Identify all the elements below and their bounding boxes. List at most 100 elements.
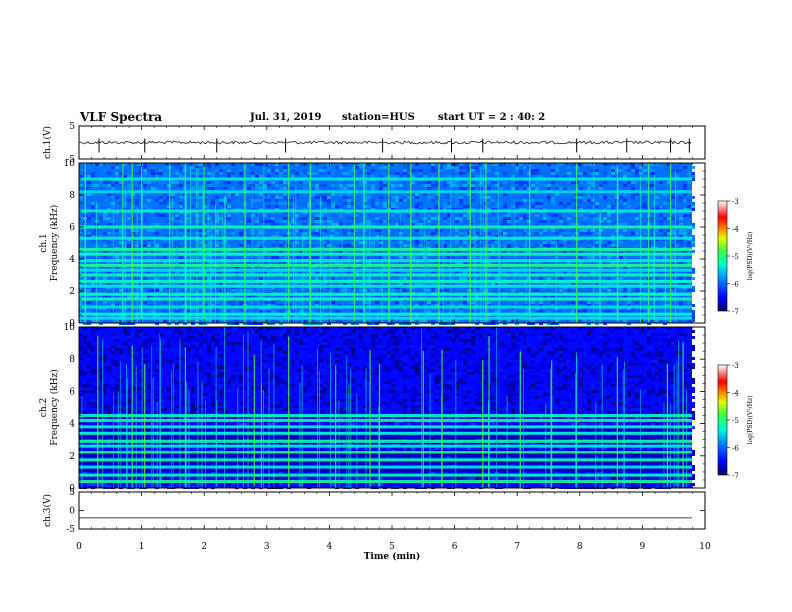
spectrogram-cell: [351, 229, 355, 232]
spectrogram-cell: [403, 327, 407, 330]
spectrogram-cell: [619, 223, 623, 226]
spectrogram-cell: [111, 184, 115, 187]
spectrogram-cell: [687, 181, 691, 184]
spectrogram-cell: [407, 244, 411, 247]
spectrogram-cell: [515, 220, 519, 223]
spectrogram-cell: [547, 217, 551, 220]
spectrogram-cell: [635, 244, 639, 247]
spectrogram-cell: [123, 327, 127, 330]
spectrogram-cell: [483, 166, 487, 169]
spectrogram-cell: [495, 336, 499, 339]
spectrogram-cell: [563, 220, 567, 223]
spectrogram-cell: [503, 232, 507, 235]
spectrogram-cell: [431, 196, 435, 199]
spectrogram-cell: [511, 289, 515, 292]
spectrogram-cell: [499, 256, 503, 259]
spectrogram-cell: [115, 172, 119, 175]
spectrogram-cell: [475, 283, 479, 286]
spectrogram-cell: [207, 166, 211, 169]
spectrogram-cell: [607, 235, 611, 238]
spectrogram-cell: [367, 223, 371, 226]
spectrogram-cell: [647, 342, 651, 345]
spectrogram-cell: [215, 187, 219, 190]
spectrogram-cell: [595, 187, 599, 190]
spectrogram-cell: [103, 184, 107, 187]
spectrogram-cell: [211, 199, 215, 202]
spectrogram-cell: [643, 235, 647, 238]
spectrogram-cell: [179, 256, 183, 259]
spectrogram-cell: [83, 336, 87, 339]
spectrogram-cell: [631, 244, 635, 247]
spectrogram-cell: [439, 271, 443, 274]
spectrogram-cell: [379, 220, 383, 223]
spectrogram-cell: [595, 181, 599, 184]
spectrogram-cell: [167, 196, 171, 199]
spectrogram-cell: [367, 250, 371, 253]
spectrogram-cell: [395, 301, 399, 304]
spectrogram-cell: [635, 229, 639, 232]
spectrogram-cell: [687, 262, 691, 265]
spectrogram-cell: [107, 166, 111, 169]
spectrogram-cell: [443, 202, 447, 205]
spectrogram-cell: [619, 181, 623, 184]
spectrogram-cell: [103, 232, 107, 235]
spectrogram-cell: [275, 271, 279, 274]
spectrogram-cell: [571, 339, 575, 342]
spectrogram-cell: [479, 336, 483, 339]
spectrogram-cell: [211, 339, 215, 342]
spectrogram-cell: [491, 330, 495, 333]
spectrogram-cell: [91, 277, 95, 280]
spectrogram-cell: [451, 181, 455, 184]
frequency-band: [79, 316, 692, 320]
spectrogram-cell: [391, 175, 395, 178]
spectrogram-cell: [255, 333, 259, 336]
spectrogram-cell: [235, 283, 239, 286]
spectrogram-cell: [391, 205, 395, 208]
spectrogram-cell: [567, 232, 571, 235]
spectrogram-cell: [103, 217, 107, 220]
spectrogram-cell: [487, 235, 491, 238]
spectrogram-cell: [199, 199, 203, 202]
spectrogram-cell: [615, 333, 619, 336]
spectrogram-cell: [359, 214, 363, 217]
spectrogram-cell: [459, 232, 463, 235]
spectrogram-cell: [267, 214, 271, 217]
spectrogram-cell: [347, 199, 351, 202]
spectrogram-cell: [499, 223, 503, 226]
spectrogram-cell: [383, 214, 387, 217]
spectrogram-cell: [379, 333, 383, 336]
spectrogram-cell: [447, 241, 451, 244]
spectrogram-cell: [191, 172, 195, 175]
spectrogram-cell: [347, 256, 351, 259]
spectrogram-cell: [239, 342, 243, 345]
spectrogram-cell: [691, 238, 695, 241]
spectrogram-cell: [607, 277, 611, 280]
spectrogram-cell: [671, 271, 675, 274]
spectrogram-cell: [403, 289, 407, 292]
spectrogram-cell: [107, 217, 111, 220]
spectrogram-cell: [571, 235, 575, 238]
spectrogram-cell: [235, 327, 239, 330]
spectrogram-cell: [407, 163, 411, 166]
spectrogram-cell: [315, 214, 319, 217]
spectrogram-cell: [447, 181, 451, 184]
spectrogram-cell: [507, 333, 511, 336]
spectrogram-cell: [531, 289, 535, 292]
spectrogram-cell: [427, 241, 431, 244]
spectrogram-cell: [559, 295, 563, 298]
spectrogram-cell: [335, 330, 339, 333]
spectrogram-cell: [235, 319, 239, 322]
spectrogram-cell: [459, 330, 463, 333]
spectrogram-cell: [315, 330, 319, 333]
spectrogram-cell: [107, 241, 111, 244]
spectrogram-cell: [491, 283, 495, 286]
spectrogram-cell: [415, 193, 419, 196]
spectrogram-cell: [675, 169, 679, 172]
spectrogram-cell: [371, 175, 375, 178]
spectrogram-cell: [587, 193, 591, 196]
spectrogram-cell: [483, 283, 487, 286]
spectrogram-cell: [191, 205, 195, 208]
spectrogram-cell: [131, 193, 135, 196]
spectrogram-cell: [127, 244, 131, 247]
spectrogram-cell: [235, 184, 239, 187]
